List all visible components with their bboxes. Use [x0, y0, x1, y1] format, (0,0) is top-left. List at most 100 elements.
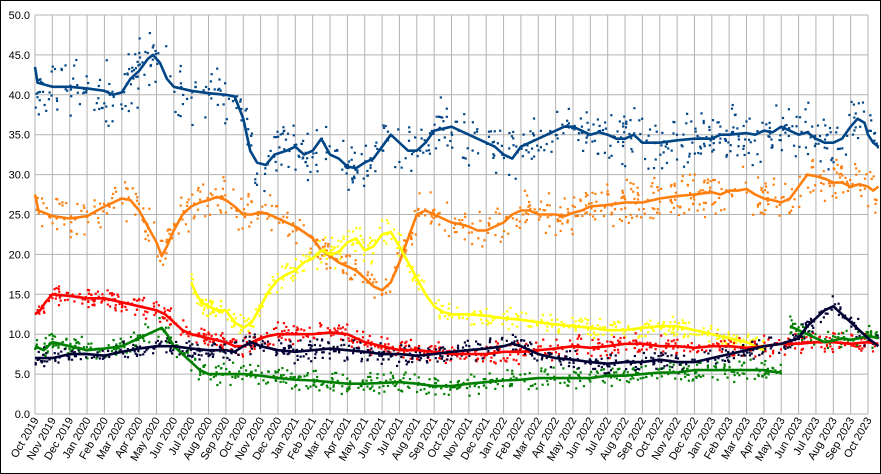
poll-point: [335, 371, 338, 374]
poll-point: [584, 195, 588, 198]
poll-point: [101, 357, 104, 360]
poll-point: [724, 341, 727, 344]
poll-point: [861, 347, 864, 350]
poll-point: [36, 308, 39, 312]
poll-point: [278, 146, 281, 149]
poll-point: [125, 351, 128, 354]
poll-point: [103, 356, 106, 359]
poll-point: [108, 82, 111, 86]
poll-point: [794, 155, 797, 158]
poll-point: [505, 319, 508, 322]
poll-point: [265, 331, 269, 335]
poll-point: [439, 96, 442, 99]
poll-point: [165, 241, 168, 244]
poll-point: [208, 340, 211, 343]
poll-point: [164, 326, 168, 329]
poll-point: [727, 343, 730, 346]
series-line: [34, 326, 782, 388]
poll-point: [870, 330, 873, 333]
poll-point: [546, 216, 549, 219]
poll-point: [556, 220, 559, 223]
poll-point: [151, 46, 154, 49]
poll-point: [650, 374, 653, 377]
poll-point: [397, 388, 400, 391]
poll-point: [499, 129, 502, 132]
poll-point: [48, 334, 51, 337]
poll-point: [198, 350, 201, 353]
poll-point: [263, 172, 267, 175]
poll-point: [34, 361, 37, 365]
poll-point: [96, 351, 99, 354]
poll-point: [194, 81, 197, 84]
poll-point: [441, 349, 445, 352]
poll-point: [623, 336, 626, 339]
poll-point: [456, 306, 459, 309]
poll-point: [541, 383, 544, 386]
poll-point: [582, 385, 586, 388]
poll-point: [188, 330, 191, 334]
poll-point: [851, 334, 854, 337]
poll-point: [600, 366, 603, 369]
poll-point: [453, 231, 456, 234]
poll-point: [609, 144, 612, 147]
poll-point: [753, 340, 756, 343]
poll-point: [689, 350, 692, 353]
poll-point: [811, 324, 814, 327]
poll-point: [588, 378, 591, 381]
poll-point: [280, 286, 283, 289]
poll-point: [135, 75, 138, 79]
poll-point: [64, 64, 67, 67]
poll-point: [737, 145, 740, 148]
poll-point: [471, 149, 474, 152]
poll-point: [540, 358, 543, 361]
poll-point: [740, 364, 744, 367]
poll-point: [318, 240, 321, 243]
poll-point: [438, 223, 441, 226]
poll-point: [616, 140, 620, 143]
poll-point: [505, 360, 508, 363]
poll-point: [405, 249, 408, 252]
poll-point: [728, 355, 731, 358]
poll-point: [727, 338, 731, 341]
poll-point: [757, 176, 760, 179]
poll-point: [673, 339, 676, 342]
poll-point: [482, 357, 486, 360]
poll-point: [244, 109, 247, 112]
poll-point: [736, 127, 739, 130]
poll-point: [627, 221, 630, 224]
poll-point: [634, 339, 637, 342]
poll-point: [618, 367, 621, 370]
poll-point: [642, 207, 645, 211]
poll-point: [310, 360, 313, 363]
poll-point: [281, 351, 285, 354]
poll-point: [370, 379, 373, 382]
poll-point: [470, 323, 473, 326]
y-tick-label: 30.0: [9, 170, 30, 182]
poll-point: [814, 333, 817, 336]
poll-point: [325, 257, 328, 261]
poll-point: [417, 355, 420, 359]
poll-point: [620, 208, 623, 211]
poll-point: [237, 228, 240, 231]
poll-point: [72, 77, 75, 80]
poll-point: [665, 342, 668, 345]
series-layer: [33, 53, 880, 388]
poll-point: [790, 319, 793, 322]
poll-point: [642, 376, 645, 380]
poll-point: [699, 147, 703, 150]
poll-point: [82, 204, 85, 207]
poll-point: [182, 319, 185, 322]
poll-point: [511, 323, 514, 326]
poll-point: [468, 385, 472, 388]
poll-point: [334, 267, 337, 270]
poll-point: [838, 346, 841, 349]
poll-point: [464, 157, 467, 160]
poll-point: [843, 344, 847, 347]
poll-point: [742, 144, 745, 148]
poll-point: [515, 312, 518, 316]
poll-point: [726, 356, 729, 359]
poll-point: [456, 380, 459, 384]
poll-point: [606, 190, 609, 193]
poll-point: [563, 381, 566, 384]
